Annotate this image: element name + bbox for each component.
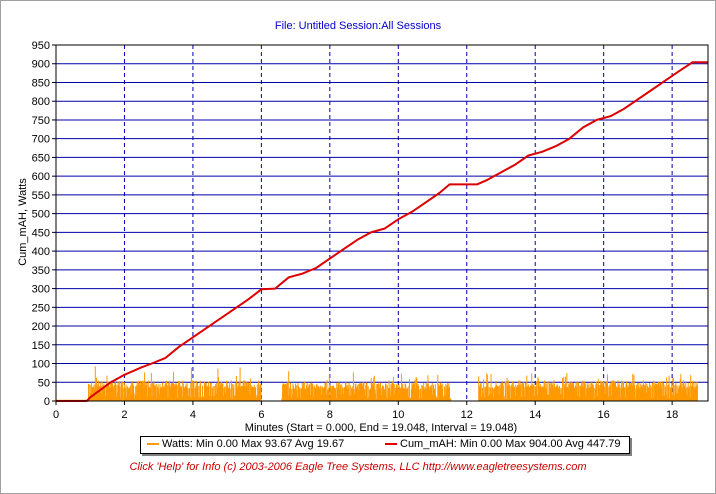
y-tick-label: 600 [32, 171, 50, 183]
legend-entry-watts: Watts: Min 0.00 Max 93.67 Avg 19.67 [147, 438, 344, 450]
y-tick-label: 950 [32, 40, 50, 52]
copyright-footer: Click 'Help' for Info (c) 2003-2006 Eagl… [129, 461, 587, 473]
y-axis-label: Cum_mAH, Watts [17, 178, 29, 266]
cum-mah-line [56, 61, 708, 402]
x-tick-label: 8 [327, 409, 333, 421]
x-tick-label: 4 [190, 409, 196, 421]
y-tick-label: 300 [32, 284, 50, 296]
legend-swatch-watts [147, 443, 159, 445]
legend: Watts: Min 0.00 Max 93.67 Avg 19.67 Cum_… [140, 436, 630, 454]
y-tick-label: 350 [32, 265, 50, 277]
x-tick-label: 2 [121, 409, 127, 421]
y-tick-label: 900 [32, 59, 50, 71]
cum-mah-series [56, 61, 708, 402]
y-tick-label: 250 [32, 302, 50, 314]
chart-title: File: Untitled Session:All Sessions [274, 20, 442, 32]
y-tick-label: 800 [32, 96, 50, 108]
y-tick-label: 0 [44, 396, 50, 408]
y-tick-label: 50 [38, 377, 50, 389]
legend-entry-cum-mah: Cum_mAH: Min 0.00 Max 904.00 Avg 447.79 [385, 438, 621, 450]
x-tick-label: 18 [666, 409, 678, 421]
x-tick-label: 14 [529, 409, 541, 421]
x-axis-label: Minutes (Start = 0.000, End = 19.048, In… [245, 422, 517, 434]
y-tick-label: 850 [32, 77, 50, 89]
y-tick-label: 750 [32, 115, 50, 127]
y-tick-label: 200 [32, 321, 50, 333]
y-tick-label: 450 [32, 227, 50, 239]
y-tick-label: 100 [32, 359, 50, 371]
x-tick-label: 6 [258, 409, 264, 421]
x-tick-label: 16 [598, 409, 610, 421]
y-tick-label: 550 [32, 190, 50, 202]
watts-series [56, 366, 698, 401]
x-tick-label: 10 [392, 409, 404, 421]
x-tick-label: 0 [53, 409, 59, 421]
plot-border [55, 44, 709, 402]
axes: 0501001502002503003504004505005506006507… [32, 40, 709, 421]
plot-area [56, 45, 708, 401]
y-tick-label: 650 [32, 152, 50, 164]
y-tick-label: 150 [32, 340, 50, 352]
legend-swatch-cum-mah [385, 443, 397, 445]
y-tick-label: 500 [32, 209, 50, 221]
y-tick-label: 400 [32, 246, 50, 258]
y-tick-label: 700 [32, 134, 50, 146]
x-tick-label: 12 [461, 409, 473, 421]
grid [56, 44, 708, 401]
legend-label-watts: Watts: Min 0.00 Max 93.67 Avg 19.67 [162, 438, 345, 450]
legend-label-cum-mah: Cum_mAH: Min 0.00 Max 904.00 Avg 447.79 [400, 438, 621, 450]
